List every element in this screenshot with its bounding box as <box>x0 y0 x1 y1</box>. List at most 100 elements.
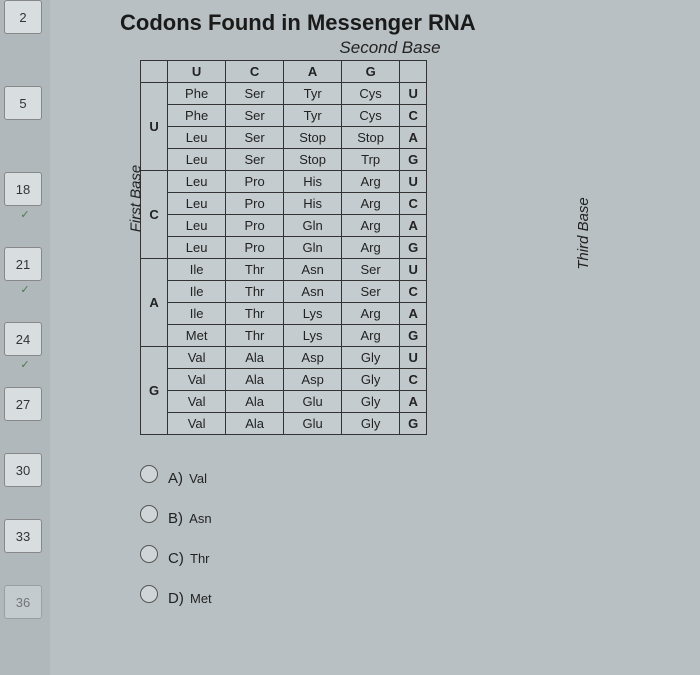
nav-item[interactable]: 2 <box>4 0 42 34</box>
nav-item[interactable]: 24 <box>4 322 42 356</box>
codon-table-wrapper: First Base Third Base U C A G UPheSerTyr… <box>140 60 640 435</box>
radio-icon[interactable] <box>140 545 158 563</box>
answer-letter: C) <box>168 550 184 567</box>
codon-cell: Pro <box>226 215 284 237</box>
table-row: IleThrLysArgA <box>141 303 427 325</box>
row-header: G <box>141 347 168 435</box>
check-icon: ✓ <box>0 283 50 296</box>
codon-cell: Met <box>168 325 226 347</box>
codon-cell: Asn <box>284 281 342 303</box>
codon-cell: Ser <box>226 127 284 149</box>
codon-cell: Ala <box>226 413 284 435</box>
third-base-cell: A <box>400 215 427 237</box>
codon-cell: Ile <box>168 303 226 325</box>
codon-cell: Leu <box>168 127 226 149</box>
nav-number: 33 <box>16 529 30 544</box>
table-row: ValAlaAspGlyC <box>141 369 427 391</box>
second-base-label: Second Base <box>140 38 640 58</box>
first-base-label: First Base <box>127 165 144 233</box>
nav-number: 36 <box>16 595 30 610</box>
main-content: Codons Found in Messenger RNA Second Bas… <box>80 10 640 625</box>
codon-cell: Val <box>168 391 226 413</box>
col-header: U <box>168 61 226 83</box>
codon-cell: Arg <box>342 237 400 259</box>
codon-cell: Asp <box>284 369 342 391</box>
codon-cell: Tyr <box>284 83 342 105</box>
codon-cell: His <box>284 193 342 215</box>
third-base-cell: C <box>400 281 427 303</box>
third-base-cell: A <box>400 391 427 413</box>
third-base-cell: C <box>400 193 427 215</box>
codon-cell: Phe <box>168 83 226 105</box>
codon-cell: Ile <box>168 281 226 303</box>
codon-cell: Pro <box>226 171 284 193</box>
nav-number: 18 <box>16 182 30 197</box>
radio-icon[interactable] <box>140 465 158 483</box>
radio-icon[interactable] <box>140 585 158 603</box>
nav-item[interactable]: 33 <box>4 519 42 553</box>
nav-number: 30 <box>16 463 30 478</box>
table-row: LeuProGlnArgG <box>141 237 427 259</box>
codon-cell: Gly <box>342 391 400 413</box>
nav-number: 24 <box>16 332 30 347</box>
nav-item[interactable]: 18 <box>4 172 42 206</box>
answer-option[interactable]: D) Met <box>140 585 640 607</box>
question-nav-sidebar: 2 5 18 ✓ 21 ✓ 24 ✓ 27 30 33 36 <box>0 0 50 675</box>
codon-cell: Arg <box>342 325 400 347</box>
nav-item[interactable]: 27 <box>4 387 42 421</box>
nav-item[interactable]: 21 <box>4 247 42 281</box>
answer-option[interactable]: B) Asn <box>140 505 640 527</box>
answer-option[interactable]: A) Val <box>140 465 640 487</box>
codon-cell: Thr <box>226 303 284 325</box>
codon-cell: Val <box>168 347 226 369</box>
table-row: LeuSerStopStopA <box>141 127 427 149</box>
codon-cell: Lys <box>284 303 342 325</box>
third-base-cell: G <box>400 237 427 259</box>
nav-item[interactable]: 5 <box>4 86 42 120</box>
table-row: IleThrAsnSerC <box>141 281 427 303</box>
codon-cell: Ser <box>226 105 284 127</box>
codon-cell: Ser <box>342 281 400 303</box>
third-base-cell: A <box>400 303 427 325</box>
codon-cell: Cys <box>342 105 400 127</box>
third-base-cell: G <box>400 149 427 171</box>
codon-cell: Ser <box>226 83 284 105</box>
check-icon: ✓ <box>0 358 50 371</box>
nav-number: 5 <box>19 96 26 111</box>
nav-item[interactable]: 30 <box>4 453 42 487</box>
third-base-cell: C <box>400 105 427 127</box>
codon-cell: Cys <box>342 83 400 105</box>
row-header: C <box>141 171 168 259</box>
codon-cell: Arg <box>342 303 400 325</box>
col-header: A <box>284 61 342 83</box>
header-row: U C A G <box>141 61 427 83</box>
answer-text: Thr <box>190 551 210 566</box>
codon-cell: Glu <box>284 391 342 413</box>
radio-icon[interactable] <box>140 505 158 523</box>
codon-cell: Leu <box>168 149 226 171</box>
table-row: UPheSerTyrCysU <box>141 83 427 105</box>
table-row: LeuProGlnArgA <box>141 215 427 237</box>
third-base-cell: G <box>400 325 427 347</box>
codon-cell: Ala <box>226 391 284 413</box>
col-header: G <box>342 61 400 83</box>
table-row: ValAlaGluGlyA <box>141 391 427 413</box>
codon-cell: Pro <box>226 237 284 259</box>
answer-option[interactable]: C) Thr <box>140 545 640 567</box>
codon-cell: His <box>284 171 342 193</box>
third-base-cell: U <box>400 171 427 193</box>
nav-number: 27 <box>16 397 30 412</box>
answer-text: Val <box>189 471 207 486</box>
codon-cell: Lys <box>284 325 342 347</box>
codon-cell: Leu <box>168 215 226 237</box>
codon-cell: Ser <box>226 149 284 171</box>
codon-cell: Leu <box>168 237 226 259</box>
table-row: LeuSerStopTrpG <box>141 149 427 171</box>
codon-cell: Leu <box>168 193 226 215</box>
codon-cell: Val <box>168 369 226 391</box>
codon-cell: Gly <box>342 413 400 435</box>
codon-cell: Gln <box>284 237 342 259</box>
nav-item[interactable]: 36 <box>4 585 42 619</box>
codon-cell: Stop <box>284 127 342 149</box>
third-base-label: Third Base <box>575 197 592 270</box>
